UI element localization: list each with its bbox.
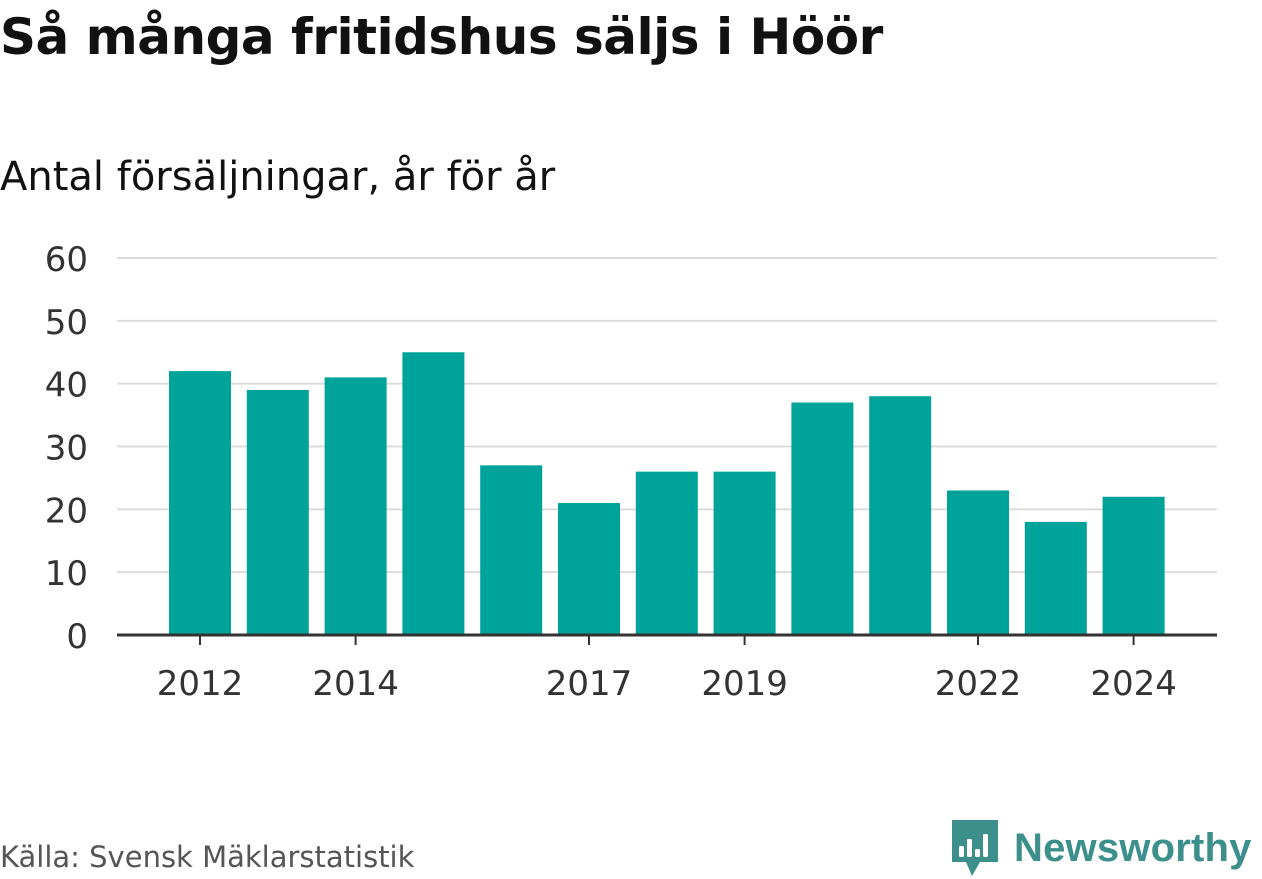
newsworthy-logo: Newsworthy xyxy=(950,818,1252,878)
brand-name: Newsworthy xyxy=(1014,825,1252,870)
y-tick-label: 50 xyxy=(45,303,88,343)
x-tick-label: 2022 xyxy=(935,664,1022,704)
chart-subtitle: Antal försäljningar, år för år xyxy=(0,154,556,200)
y-tick-label: 40 xyxy=(45,366,88,406)
bar xyxy=(169,371,231,635)
source-note: Källa: Svensk Mäklarstatistik xyxy=(0,840,415,874)
bar xyxy=(246,389,309,635)
y-tick-label: 0 xyxy=(66,617,88,657)
y-tick-label: 60 xyxy=(45,240,88,280)
bar xyxy=(713,471,776,635)
newsworthy-logo-icon xyxy=(952,820,998,876)
y-tick-label: 30 xyxy=(45,429,88,469)
x-tick-label: 2014 xyxy=(312,664,399,704)
bar xyxy=(635,471,698,635)
chart-title: Så många fritidshus säljs i Höör xyxy=(0,8,883,66)
bar xyxy=(1024,521,1087,635)
y-tick-label: 10 xyxy=(45,554,88,594)
bar xyxy=(791,402,854,635)
x-tick-label: 2019 xyxy=(701,664,788,704)
bar xyxy=(402,352,465,635)
bar xyxy=(869,396,932,635)
x-tick-label: 2012 xyxy=(157,664,244,704)
bar xyxy=(1102,496,1165,635)
bar xyxy=(324,377,387,635)
y-tick-label: 20 xyxy=(45,491,88,531)
bar xyxy=(558,503,620,635)
bar-chart: 0 10 20 30 40 50 60 2012 2014 2017 2019 2022 2024 xyxy=(45,240,1217,704)
x-tick-label: 2024 xyxy=(1090,664,1177,704)
bar xyxy=(480,465,543,635)
bar xyxy=(947,490,1009,635)
x-tick-label: 2017 xyxy=(546,664,633,704)
